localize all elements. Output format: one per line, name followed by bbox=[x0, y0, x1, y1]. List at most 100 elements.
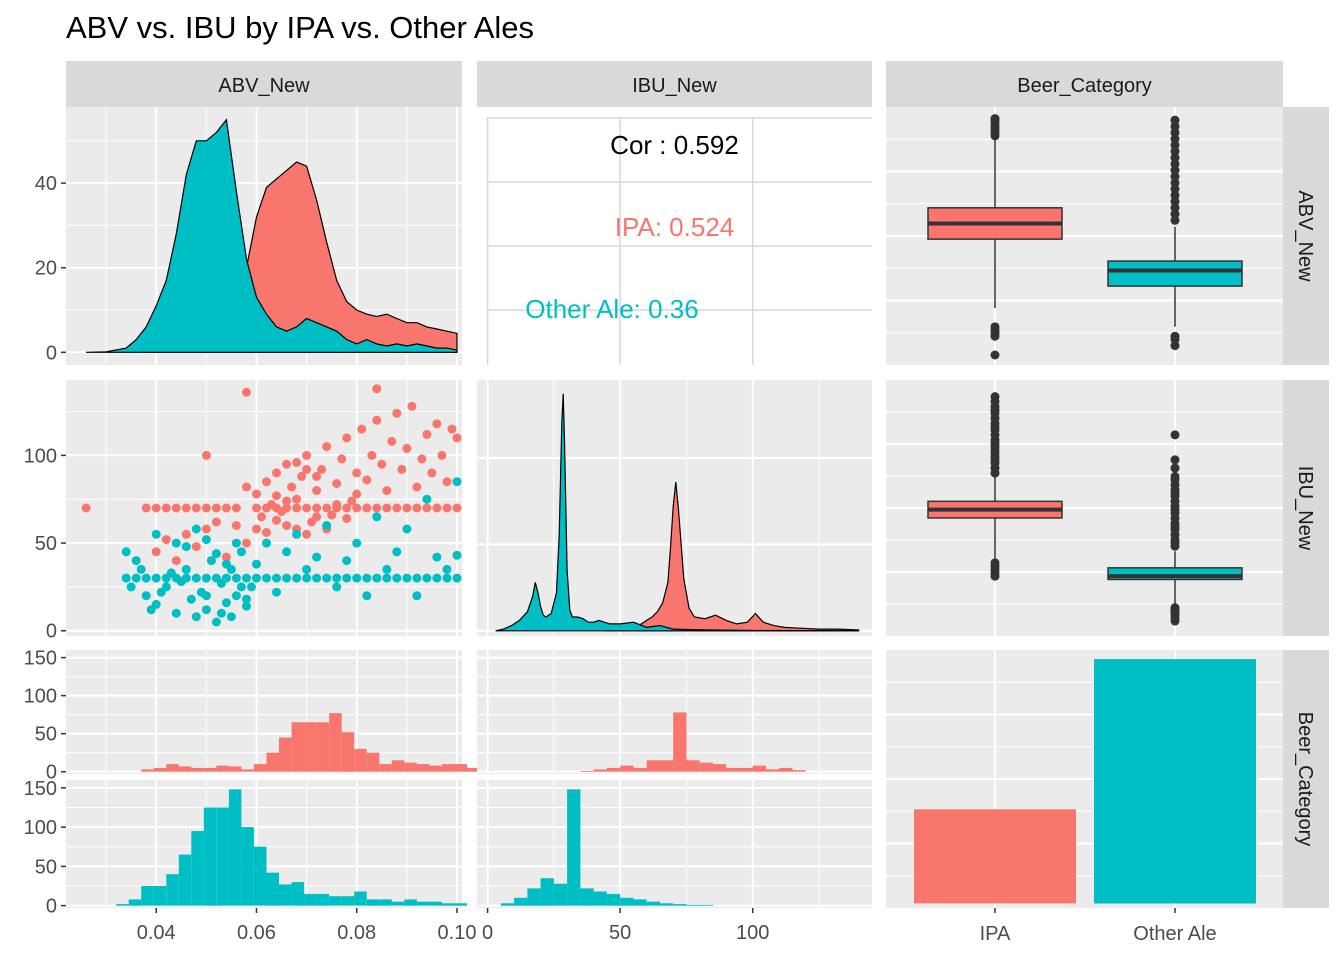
scatter-point-ipa bbox=[452, 433, 462, 443]
scatter-point-ipa bbox=[262, 528, 271, 537]
scatter-point-ipa bbox=[312, 486, 322, 495]
hist-bar-ipa bbox=[228, 766, 242, 772]
scatter-point-ipa bbox=[342, 514, 352, 523]
scatter-point-other-ale bbox=[452, 477, 462, 487]
density-area-other-ale bbox=[85, 118, 458, 353]
strip-right-ABV_New bbox=[1283, 107, 1329, 365]
hist-bar-ipa bbox=[429, 765, 442, 772]
scatter-point-ipa bbox=[402, 503, 412, 513]
box-outlier bbox=[990, 392, 1000, 402]
scatter-point-ipa bbox=[362, 503, 372, 513]
scatter-point-other-ale bbox=[312, 573, 322, 583]
scatter-point-other-ale bbox=[166, 568, 176, 578]
box-outlier bbox=[1170, 121, 1180, 131]
hist-y-tick-label: 150 bbox=[24, 648, 57, 670]
hist-bar-other-ale bbox=[341, 896, 355, 906]
scatter-y-tick-label: 0 bbox=[46, 621, 57, 643]
scatter-point-other-ale bbox=[332, 573, 342, 583]
hist-bar-other-ale bbox=[567, 789, 581, 906]
density-y-tick-label: 20 bbox=[35, 258, 57, 280]
hist-bar-other-ale bbox=[553, 883, 568, 906]
bar-ipa bbox=[914, 809, 1076, 904]
strip-top-label: ABV_New bbox=[218, 75, 310, 97]
scatter-point-ipa bbox=[312, 512, 322, 522]
hist-bar-ipa bbox=[580, 771, 594, 772]
scatter-point-ipa bbox=[211, 517, 221, 527]
scatter-point-other-ale bbox=[171, 608, 181, 618]
scatter-point-other-ale bbox=[151, 529, 161, 539]
hist-bar-other-ale bbox=[391, 901, 405, 906]
box-other-ale bbox=[1107, 567, 1243, 581]
hist-bar-other-ale bbox=[203, 807, 217, 906]
scatter-point-other-ale bbox=[272, 587, 281, 597]
box-outlier bbox=[1170, 341, 1180, 351]
scatter-point-ipa bbox=[161, 535, 171, 545]
hist-bar-other-ale bbox=[699, 904, 713, 906]
box-outlier bbox=[1170, 197, 1180, 207]
hist-bar-other-ale bbox=[593, 891, 607, 906]
hist-bar-other-ale bbox=[379, 899, 392, 906]
hist-bar-ipa bbox=[726, 767, 740, 772]
scatter-point-ipa bbox=[392, 503, 402, 513]
scatter-point-other-ale bbox=[372, 512, 382, 522]
hist-bar-other-ale bbox=[527, 888, 541, 906]
hist-bar-ipa bbox=[467, 767, 480, 772]
hist-bar-other-ale bbox=[633, 899, 647, 906]
box-outlier bbox=[1170, 172, 1180, 181]
strip-right-Beer_Category bbox=[1283, 650, 1329, 908]
scatter-point-ipa bbox=[392, 408, 402, 418]
strip-right-label: IBU_New bbox=[1294, 466, 1316, 551]
hist-bar-ipa bbox=[606, 767, 621, 772]
hist-bar-ipa bbox=[191, 767, 204, 772]
hist-y-tick-label: 100 bbox=[24, 817, 57, 839]
scatter-point-other-ale bbox=[282, 547, 292, 557]
scatter-point-other-ale bbox=[402, 573, 412, 583]
scatter-point-ipa bbox=[412, 482, 422, 492]
scatter-point-ipa bbox=[292, 503, 302, 513]
box-outlier bbox=[1170, 455, 1180, 465]
scatter-point-other-ale bbox=[262, 573, 271, 583]
scatter-point-ipa bbox=[372, 503, 382, 513]
scatter-point-ipa bbox=[377, 459, 387, 469]
scatter-point-ipa bbox=[372, 384, 382, 394]
scatter-point-other-ale bbox=[402, 524, 412, 534]
scatter-point-other-ale bbox=[121, 573, 131, 583]
scatter-point-ipa bbox=[422, 429, 432, 439]
scatter-y-tick-label: 50 bbox=[35, 533, 57, 555]
hist-bar-ipa bbox=[279, 737, 292, 772]
hist-bar-ipa bbox=[254, 764, 267, 772]
scatter-point-ipa bbox=[362, 475, 372, 485]
scatter-point-other-ale bbox=[352, 573, 362, 583]
box-outlier bbox=[1170, 184, 1180, 194]
scatter-point-ipa bbox=[332, 500, 342, 509]
scatter-point-other-ale bbox=[412, 573, 422, 583]
hist-bar-other-ale bbox=[304, 893, 317, 906]
hist-bar-other-ale bbox=[620, 897, 634, 906]
box-other-ale bbox=[1107, 260, 1243, 287]
abv-x-tick-label: 0.10 bbox=[438, 922, 477, 944]
scatter-point-ipa bbox=[252, 524, 261, 534]
hist-y-tick-label: 150 bbox=[24, 778, 57, 800]
scatter-point-ipa bbox=[282, 459, 292, 469]
panel-correlation bbox=[477, 107, 872, 365]
hist-bar-ipa bbox=[341, 732, 355, 772]
scatter-point-other-ale bbox=[242, 594, 251, 604]
scatter-point-ipa bbox=[397, 464, 407, 474]
hist-bar-other-ale bbox=[279, 884, 292, 906]
ibu-x-tick-label: 0 bbox=[482, 922, 493, 944]
scatter-point-other-ale bbox=[242, 573, 251, 583]
scatter-point-other-ale bbox=[382, 564, 392, 574]
box-outlier bbox=[1170, 134, 1180, 144]
scatter-point-ipa bbox=[402, 443, 412, 453]
scatter-point-ipa bbox=[342, 433, 352, 443]
hist-bar-ipa bbox=[752, 765, 766, 772]
box-outlier bbox=[1170, 430, 1180, 440]
scatter-point-ipa bbox=[191, 542, 201, 552]
scatter-point-other-ale bbox=[392, 547, 402, 557]
scatter-point-ipa bbox=[292, 494, 302, 504]
scatter-point-other-ale bbox=[181, 542, 191, 552]
scatter-point-other-ale bbox=[282, 573, 292, 583]
abv-x-tick-label: 0.08 bbox=[337, 922, 376, 944]
scatter-point-other-ale bbox=[272, 573, 281, 583]
scatter-point-ipa bbox=[252, 489, 261, 499]
